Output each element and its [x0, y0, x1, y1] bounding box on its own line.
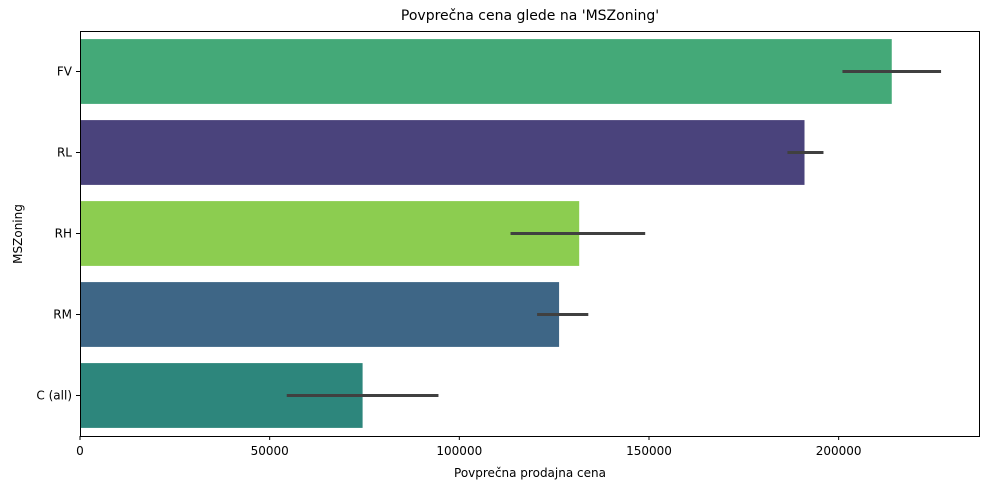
x-axis-label: Povprečna prodajna cena [454, 466, 606, 480]
y-tick-label: C (all) [36, 389, 72, 403]
chart-title: Povprečna cena glede na 'MSZoning' [401, 8, 659, 24]
bar-fv [80, 39, 892, 104]
y-axis-ticks: FV RL RH RM C (all) [36, 65, 80, 403]
x-tick-label: 150000 [626, 444, 672, 458]
bar-rh [80, 201, 580, 266]
y-tick-label: FV [57, 65, 73, 79]
x-tick-label: 100000 [436, 444, 482, 458]
y-tick-label: RM [53, 308, 72, 322]
error-bars-group [286, 70, 942, 397]
bar-rl [80, 120, 805, 185]
bars-group [80, 39, 892, 428]
y-tick-label: RL [57, 146, 72, 160]
x-axis-ticks: 0 50000 100000 150000 200000 [76, 436, 862, 458]
y-axis-label: MSZoning [11, 204, 25, 264]
plot-frame [80, 31, 980, 437]
x-tick-label: 50000 [251, 444, 289, 458]
x-tick-label: 200000 [816, 444, 862, 458]
bar-rm [80, 282, 560, 347]
x-tick-label: 0 [76, 444, 84, 458]
y-tick-label: RH [55, 227, 72, 241]
